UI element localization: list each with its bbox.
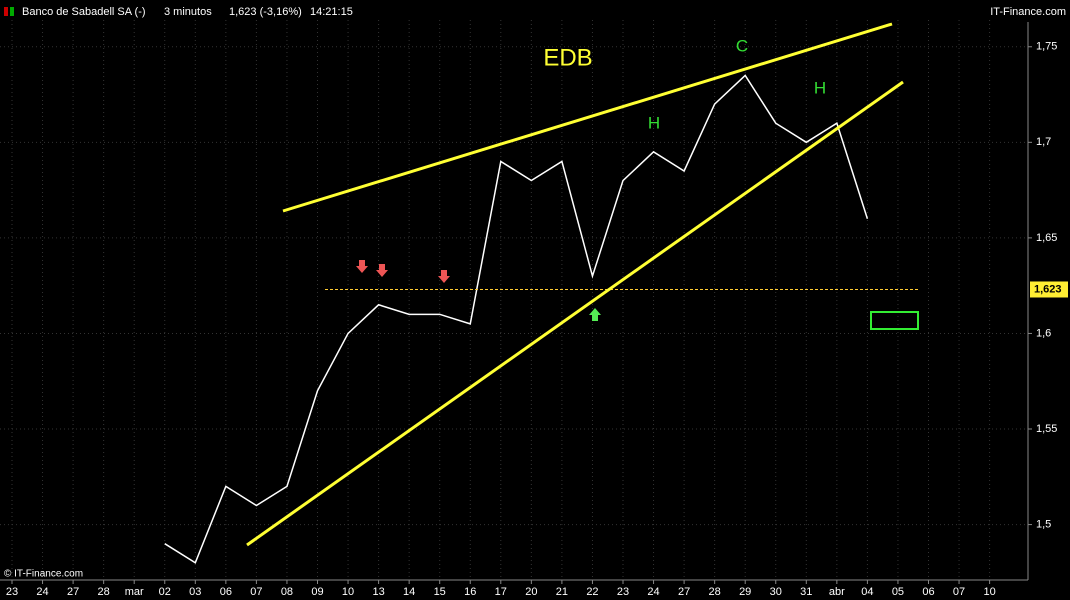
x-tick-label: 03	[189, 586, 201, 598]
icon	[10, 7, 14, 16]
x-tick-label: 24	[647, 586, 659, 598]
arrows	[356, 260, 450, 283]
x-tick-label: 16	[464, 586, 476, 598]
trend-line	[282, 22, 893, 213]
annotation: C	[736, 36, 748, 55]
x-tick-label: 05	[892, 586, 904, 598]
annotation: EDB	[543, 44, 592, 71]
x-tick-label: 02	[159, 586, 171, 598]
target-box	[870, 311, 919, 330]
x-tick-label: 27	[67, 586, 79, 598]
copyright: © IT-Finance.com	[4, 569, 83, 580]
site: IT-Finance.com	[990, 6, 1066, 18]
x-tick-label: 07	[953, 586, 965, 598]
quote: 1,623 (-3,16%)	[229, 6, 302, 18]
y-tick-label: 1,75	[1036, 41, 1057, 53]
interval: 3 minutos	[164, 6, 212, 18]
x-tick-label: abr	[829, 586, 845, 598]
x-tick-label: mar	[125, 586, 144, 598]
price-line	[164, 74, 869, 564]
x-tick-label: 27	[678, 586, 690, 598]
x-tick-label: 21	[556, 586, 568, 598]
y-tick-label: 1,65	[1036, 232, 1057, 244]
x-tick-label: 20	[525, 586, 537, 598]
x-tick-label: 06	[922, 586, 934, 598]
x-tick-label: 13	[372, 586, 384, 598]
last-price-box	[1030, 281, 1068, 298]
last-price-label: 1,623	[1034, 283, 1062, 295]
x-tick-label: 23	[6, 586, 18, 598]
x-tick-label: 22	[586, 586, 598, 598]
x-tick-label: 28	[98, 586, 110, 598]
x-tick-label: 04	[861, 586, 873, 598]
y-tick-label: 1,6	[1036, 327, 1051, 339]
stock-name: Banco de Sabadell SA (-)	[22, 6, 146, 18]
y-tick-label: 1,55	[1036, 423, 1057, 435]
x-tick-label: 10	[342, 586, 354, 598]
x-tick-label: 30	[770, 586, 782, 598]
down-arrow	[376, 264, 388, 277]
x-tick-label: 08	[281, 586, 293, 598]
trend-line	[246, 80, 904, 547]
x-tick-label: 14	[403, 586, 415, 598]
x-tick-label: 06	[220, 586, 232, 598]
x-tick-label: 17	[495, 586, 507, 598]
x-tick-label: 07	[250, 586, 262, 598]
x-tick-label: 15	[434, 586, 446, 598]
x-tick-label: 24	[36, 586, 48, 598]
x-tick-label: 09	[311, 586, 323, 598]
y-tick-label: 1,5	[1036, 518, 1051, 530]
annotation: H	[648, 113, 660, 132]
x-tick-label: 31	[800, 586, 812, 598]
x-tick-label: 29	[739, 586, 751, 598]
up-arrow	[589, 308, 601, 321]
x-tick-label: 23	[617, 586, 629, 598]
icon	[4, 7, 8, 16]
x-tick-label: 28	[709, 586, 721, 598]
y-tick-label: 1,7	[1036, 136, 1051, 148]
annotation: H	[814, 78, 826, 97]
down-arrow	[356, 260, 368, 273]
time: 14:21:15	[310, 6, 353, 18]
down-arrow	[438, 270, 450, 283]
x-tick-label: 10	[983, 586, 995, 598]
